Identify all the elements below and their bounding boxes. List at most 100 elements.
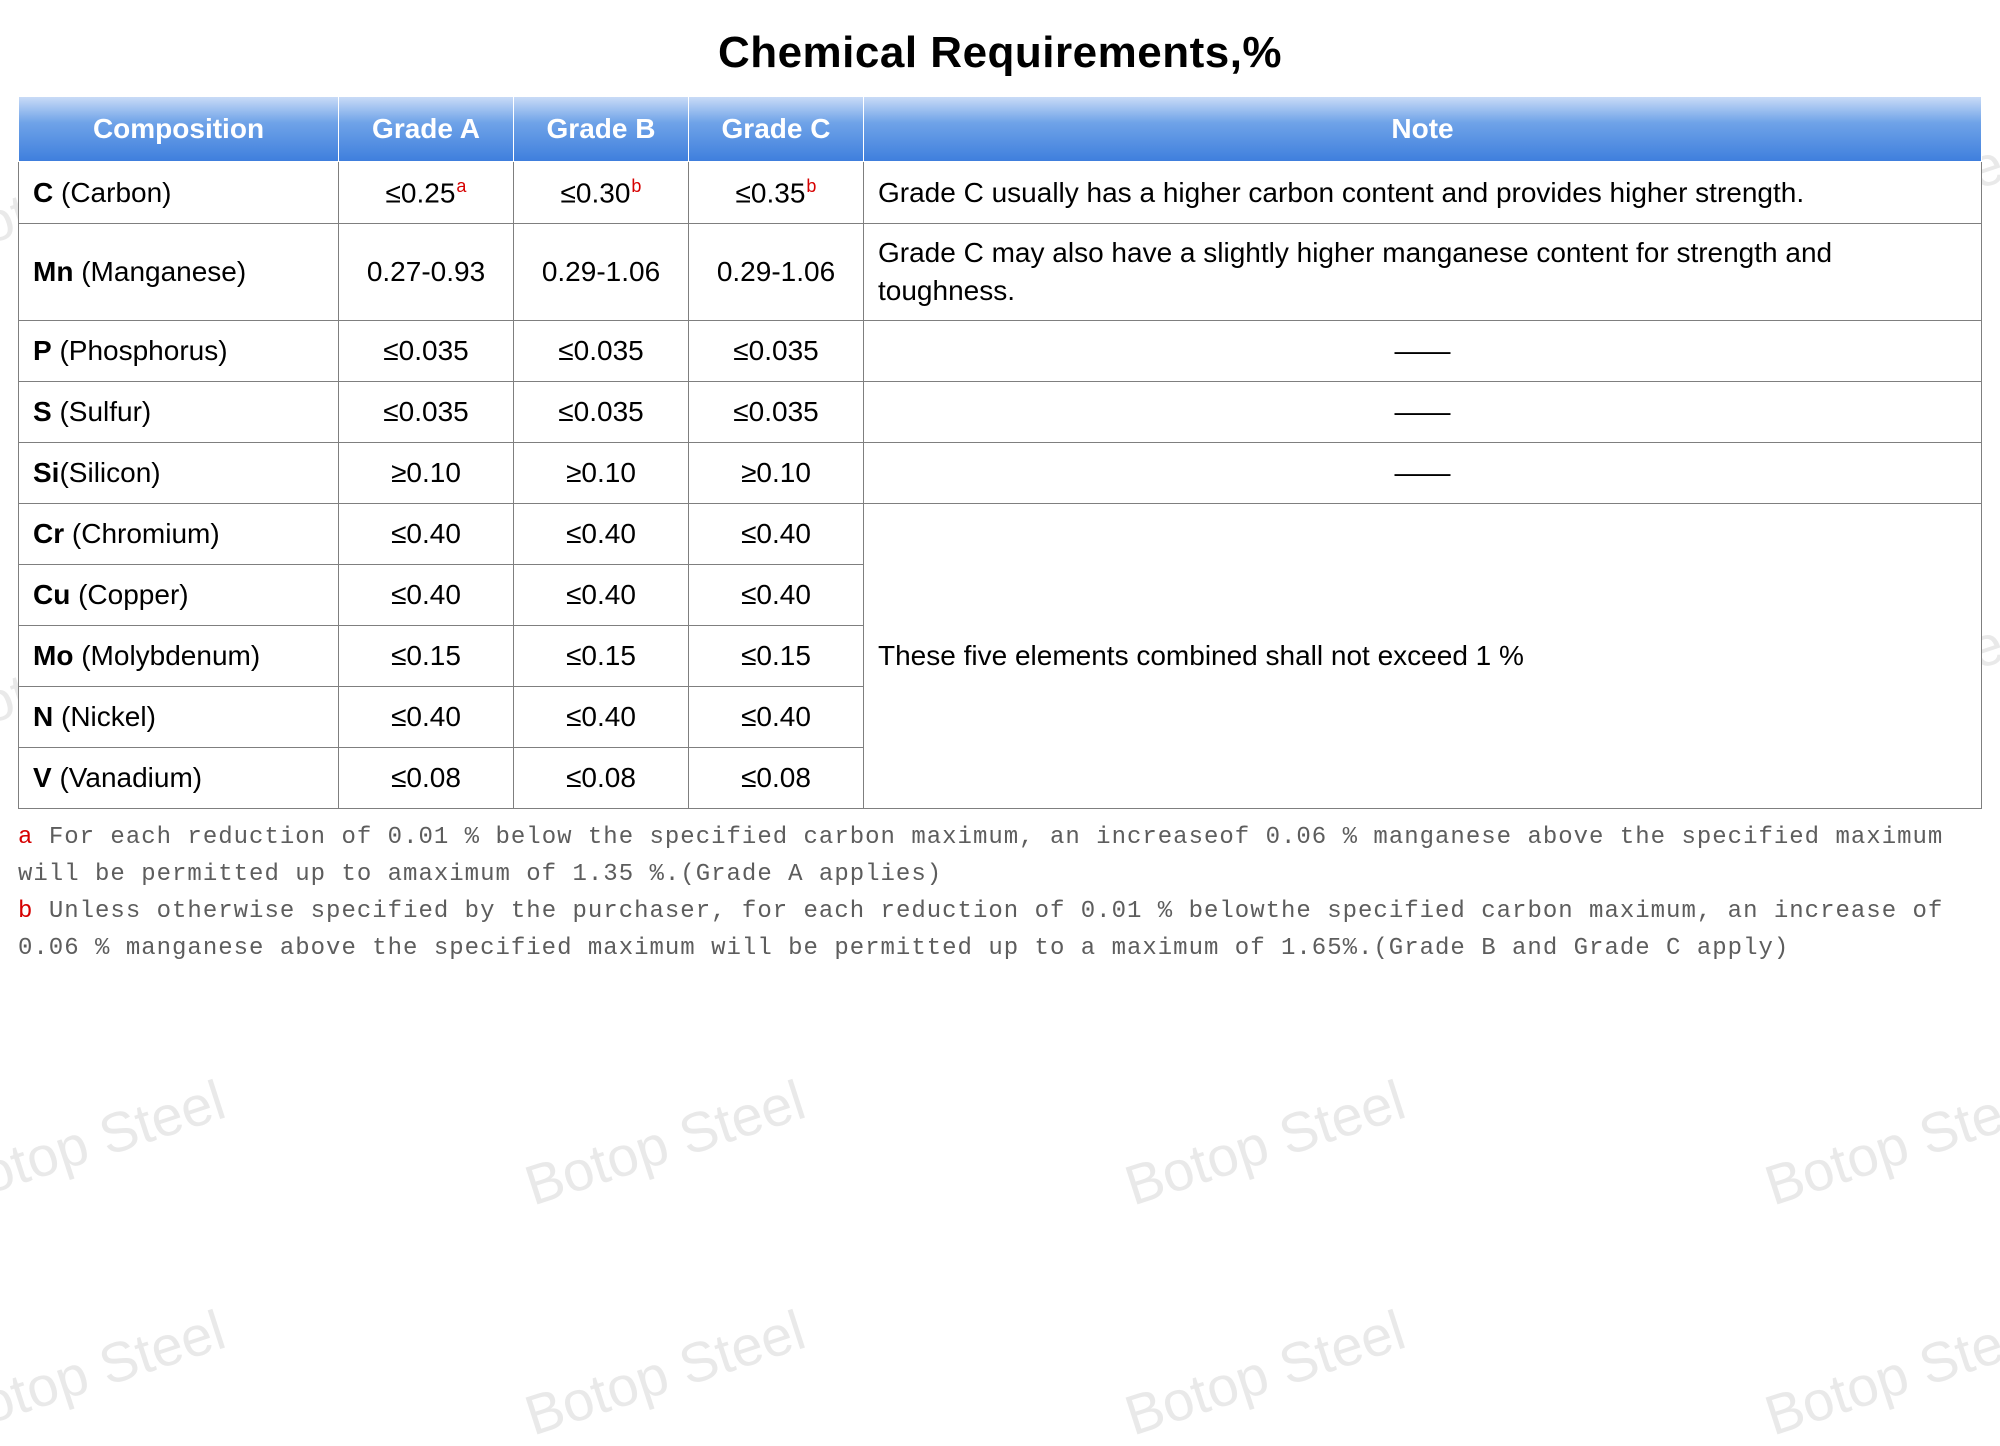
note-cell: —— — [864, 320, 1982, 381]
value-text: ≤0.40 — [566, 701, 636, 732]
grade-a-cell: ≤0.15 — [339, 625, 514, 686]
value-text: 0.29-1.06 — [542, 256, 660, 287]
grade-b-cell: ≤0.08 — [514, 747, 689, 808]
note-text: Grade C usually has a higher carbon cont… — [878, 177, 1804, 208]
element-symbol: C — [33, 177, 53, 208]
col-composition: Composition — [19, 97, 339, 162]
composition-cell: Cr (Chromium) — [19, 503, 339, 564]
grade-b-cell: ≤0.035 — [514, 381, 689, 442]
composition-cell: V (Vanadium) — [19, 747, 339, 808]
watermark: Botop Steel — [517, 1297, 812, 1446]
note-text: —— — [1395, 457, 1451, 488]
grade-b-cell: ≤0.40 — [514, 686, 689, 747]
footnote-text: For each reduction of 0.01 % below the s… — [18, 824, 1943, 888]
value-text: ≤0.40 — [391, 518, 461, 549]
element-name: (Carbon) — [53, 177, 171, 208]
grade-a-cell: ≤0.035 — [339, 381, 514, 442]
header-row: Composition Grade A Grade B Grade C Note — [19, 97, 1982, 162]
page-title: Chemical Requirements,% — [18, 28, 1982, 78]
grade-c-cell: ≤0.08 — [689, 747, 864, 808]
superscript-a: a — [456, 176, 466, 196]
watermark: Botop Steel — [0, 1297, 233, 1446]
value-text: ≥0.10 — [391, 457, 461, 488]
note-cell: Grade C may also have a slightly higher … — [864, 224, 1982, 321]
element-name: (Nickel) — [53, 701, 156, 732]
value-text: ≤0.25 — [386, 177, 456, 208]
value-text: ≤0.08 — [566, 762, 636, 793]
note-cell: Grade C usually has a higher carbon cont… — [864, 162, 1982, 224]
value-text: ≤0.08 — [741, 762, 811, 793]
grade-a-cell: ≤0.035 — [339, 320, 514, 381]
grade-c-cell: ≤0.035 — [689, 381, 864, 442]
value-text: ≥0.10 — [566, 457, 636, 488]
table-body: C (Carbon)≤0.25a≤0.30b≤0.35bGrade C usua… — [19, 162, 1982, 809]
note-text: —— — [1395, 335, 1451, 366]
composition-cell: C (Carbon) — [19, 162, 339, 224]
element-name: (Phosphorus) — [52, 335, 228, 366]
value-text: ≤0.035 — [733, 335, 818, 366]
table-head: Composition Grade A Grade B Grade C Note — [19, 97, 1982, 162]
grade-c-cell: 0.29-1.06 — [689, 224, 864, 321]
element-name: (Vanadium) — [52, 762, 202, 793]
element-symbol: Cu — [33, 579, 70, 610]
value-text: ≤0.035 — [733, 396, 818, 427]
value-text: 0.29-1.06 — [717, 256, 835, 287]
grade-a-cell: ≤0.25a — [339, 162, 514, 224]
superscript-b: b — [806, 176, 816, 196]
grade-b-cell: ≤0.15 — [514, 625, 689, 686]
note-cell: These five elements combined shall not e… — [864, 503, 1982, 808]
value-text: ≤0.40 — [391, 701, 461, 732]
composition-cell: Si(Silicon) — [19, 442, 339, 503]
grade-a-cell: ≤0.40 — [339, 564, 514, 625]
value-text: ≤0.40 — [741, 701, 811, 732]
col-grade-a: Grade A — [339, 97, 514, 162]
grade-a-cell: ≤0.40 — [339, 503, 514, 564]
value-text: ≤0.035 — [558, 335, 643, 366]
grade-a-cell: ≤0.08 — [339, 747, 514, 808]
value-text: ≥0.10 — [741, 457, 811, 488]
element-symbol: Mn — [33, 256, 73, 287]
table-row: Si(Silicon) ≥0.10 ≥0.10 ≥0.10 —— — [19, 442, 1982, 503]
element-symbol: N — [33, 701, 53, 732]
value-text: ≤0.40 — [741, 518, 811, 549]
grade-a-cell: ≥0.10 — [339, 442, 514, 503]
element-name: (Manganese) — [73, 256, 246, 287]
watermark: Botop Steel — [517, 1067, 812, 1218]
element-symbol: V — [33, 762, 52, 793]
value-text: ≤0.30 — [561, 177, 631, 208]
element-name: (Chromium) — [64, 518, 220, 549]
grade-b-cell: ≤0.40 — [514, 503, 689, 564]
composition-cell: N (Nickel) — [19, 686, 339, 747]
watermark: Botop Steel — [1757, 1297, 2000, 1446]
table-row: S (Sulfur)≤0.035≤0.035≤0.035—— — [19, 381, 1982, 442]
note-text: —— — [1395, 396, 1451, 427]
grade-c-cell: ≤0.15 — [689, 625, 864, 686]
grade-b-cell: ≤0.40 — [514, 564, 689, 625]
col-note: Note — [864, 97, 1982, 162]
composition-cell: Cu (Copper) — [19, 564, 339, 625]
value-text: 0.27-0.93 — [367, 256, 485, 287]
page-root: Chemical Requirements,% Composition Grad… — [0, 0, 2000, 1446]
element-symbol: P — [33, 335, 52, 366]
value-text: ≤0.15 — [391, 640, 461, 671]
table-row: P (Phosphorus) ≤0.035 ≤0.035 ≤0.035 —— — [19, 320, 1982, 381]
element-name: (Sulfur) — [52, 396, 152, 427]
value-text: ≤0.40 — [391, 579, 461, 610]
value-text: ≤0.035 — [558, 396, 643, 427]
composition-cell: Mn (Manganese) — [19, 224, 339, 321]
superscript-b: b — [631, 176, 641, 196]
element-name: (Copper) — [70, 579, 188, 610]
footnote-line: a For each reduction of 0.01 % below the… — [18, 819, 1982, 893]
element-symbol: Si — [33, 457, 59, 488]
watermark: Botop Steel — [1117, 1297, 1412, 1446]
col-grade-b: Grade B — [514, 97, 689, 162]
value-text: ≤0.08 — [391, 762, 461, 793]
grade-a-cell: ≤0.40 — [339, 686, 514, 747]
footnote-line: b Unless otherwise specified by the purc… — [18, 893, 1982, 967]
grade-b-cell: ≥0.10 — [514, 442, 689, 503]
watermark: Botop Steel — [0, 1067, 233, 1218]
table-row: C (Carbon)≤0.25a≤0.30b≤0.35bGrade C usua… — [19, 162, 1982, 224]
value-text: ≤0.35 — [736, 177, 806, 208]
note-text: These five elements combined shall not e… — [878, 640, 1524, 671]
grade-a-cell: 0.27-0.93 — [339, 224, 514, 321]
